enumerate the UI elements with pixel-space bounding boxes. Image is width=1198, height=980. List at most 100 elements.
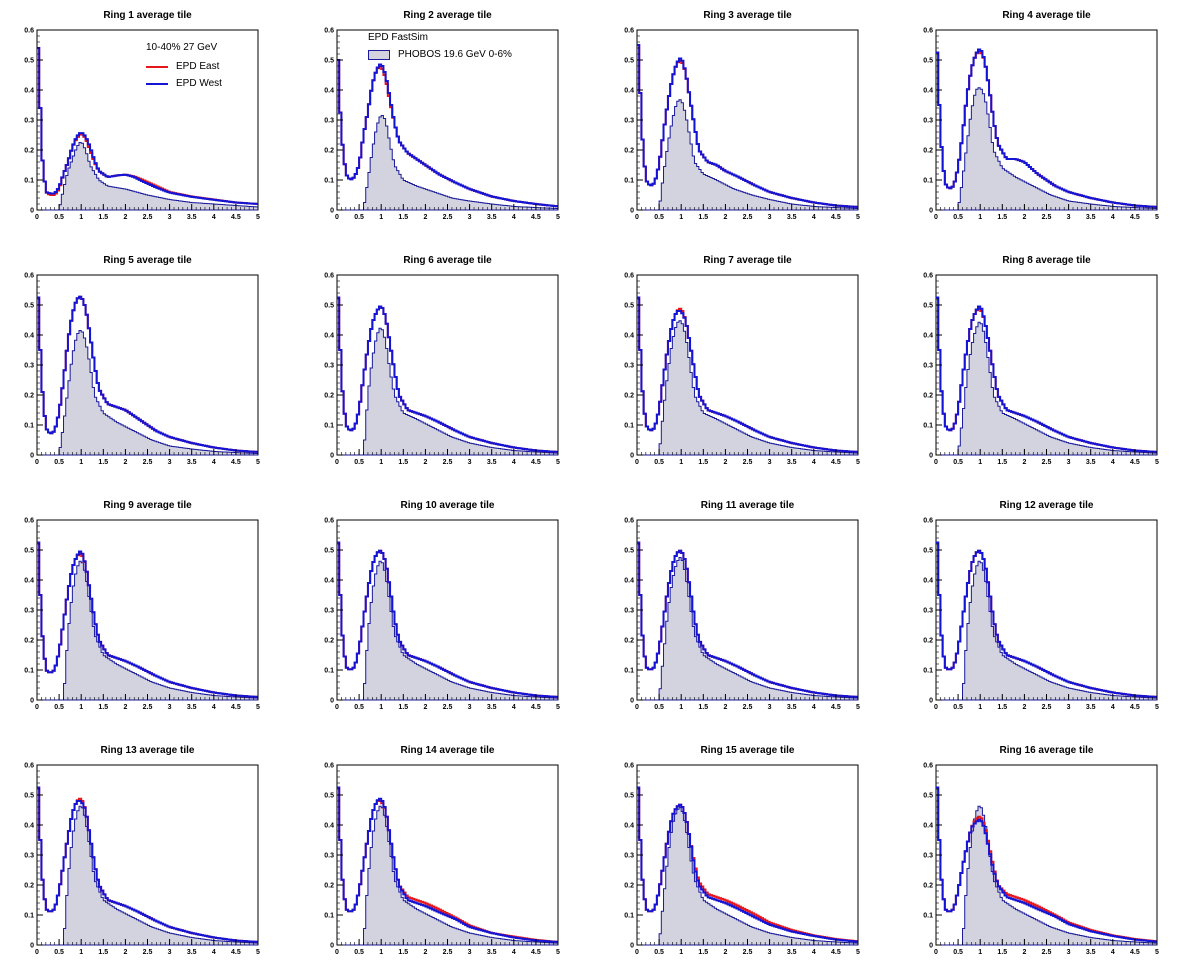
x-tick-label: 2 bbox=[123, 459, 127, 466]
x-tick-label: 3.5 bbox=[1086, 459, 1096, 466]
y-tick-label: 0.2 bbox=[324, 638, 334, 645]
legend-swatch-east bbox=[146, 65, 168, 68]
x-tick-label: 1 bbox=[978, 214, 982, 221]
x-tick-label: 5 bbox=[556, 459, 560, 466]
y-tick-label: 0.6 bbox=[324, 273, 334, 280]
panel-ring-15: Ring 15 average tile 0 0.1 0.2 0.3 0.4 0.5 0.6 0… bbox=[624, 745, 860, 956]
y-tick-label: 0.4 bbox=[24, 88, 34, 95]
panel-title: Ring 4 average tile bbox=[1002, 10, 1091, 21]
x-tick-label: 0 bbox=[934, 704, 938, 711]
x-tick-label: 1.5 bbox=[997, 214, 1007, 221]
y-tick-label: 0.2 bbox=[923, 148, 933, 155]
x-tick-label: 1.5 bbox=[698, 459, 708, 466]
series-phobos bbox=[337, 115, 559, 211]
y-tick-label: 0 bbox=[30, 698, 34, 705]
x-tick-label: 2 bbox=[1022, 704, 1026, 711]
x-tick-label: 1 bbox=[679, 214, 683, 221]
y-tick-label: 0.6 bbox=[923, 763, 933, 770]
x-tick-label: 0 bbox=[35, 949, 39, 956]
legend-right: EPD FastSim PHOBOS 19.6 GeV 0-6% bbox=[368, 32, 568, 60]
x-tick-label: 4.5 bbox=[831, 214, 841, 221]
panel-ring-9: Ring 9 average tile 0 0.1 0.2 0.3 0.4 0.5 0.6 0 0… bbox=[24, 500, 260, 711]
y-tick-label: 0.5 bbox=[923, 303, 933, 310]
x-tick-label: 2 bbox=[123, 704, 127, 711]
x-tick-label: 5 bbox=[556, 949, 560, 956]
x-tick-label: 1.5 bbox=[98, 949, 108, 956]
x-tick-label: 1.5 bbox=[698, 949, 708, 956]
x-tick-label: 5 bbox=[256, 459, 260, 466]
x-tick-label: 1 bbox=[79, 704, 83, 711]
y-tick-label: 0.1 bbox=[923, 668, 933, 675]
x-tick-label: 1.5 bbox=[398, 949, 408, 956]
legend-label-west: EPD West bbox=[176, 78, 222, 89]
x-tick-label: 2.5 bbox=[743, 949, 753, 956]
x-tick-label: 5 bbox=[556, 214, 560, 221]
y-tick-label: 0.4 bbox=[324, 823, 334, 830]
y-tick-label: 0.3 bbox=[24, 363, 34, 370]
x-tick-label: 0.5 bbox=[953, 459, 963, 466]
x-tick-label: 2.5 bbox=[743, 214, 753, 221]
x-tick-label: 1 bbox=[379, 704, 383, 711]
y-tick-label: 0.3 bbox=[324, 853, 334, 860]
series-epd-west bbox=[337, 786, 558, 943]
x-tick-label: 0 bbox=[335, 214, 339, 221]
x-tick-label: 4 bbox=[512, 459, 516, 466]
x-tick-label: 4.5 bbox=[831, 704, 841, 711]
y-tick-label: 0.1 bbox=[624, 668, 634, 675]
panel-ring-10: Ring 10 average tile 0 0.1 0.2 0.3 0.4 0.5 0.6 0… bbox=[324, 500, 560, 711]
y-tick-label: 0.2 bbox=[324, 148, 334, 155]
y-tick-label: 0.3 bbox=[923, 118, 933, 125]
y-tick-label: 0.5 bbox=[24, 793, 34, 800]
x-tick-label: 4 bbox=[1111, 949, 1115, 956]
x-tick-label: 4.5 bbox=[231, 704, 241, 711]
panel-title: Ring 9 average tile bbox=[103, 500, 192, 511]
y-tick-label: 0.2 bbox=[24, 148, 34, 155]
x-tick-label: 2 bbox=[423, 214, 427, 221]
x-tick-label: 0.5 bbox=[654, 949, 664, 956]
panel-title: Ring 8 average tile bbox=[1002, 255, 1091, 266]
panel-ring-3: Ring 3 average tile 0 0.1 0.2 0.3 0.4 0.5 0.6 0 0… bbox=[624, 10, 860, 221]
y-tick-label: 0.3 bbox=[624, 363, 634, 370]
x-tick-label: 0.5 bbox=[354, 704, 364, 711]
y-tick-label: 0.3 bbox=[923, 608, 933, 615]
y-tick-label: 0.6 bbox=[923, 28, 933, 35]
y-tick-label: 0.3 bbox=[24, 608, 34, 615]
x-tick-label: 4.5 bbox=[231, 459, 241, 466]
y-tick-label: 0.6 bbox=[324, 28, 334, 35]
x-tick-label: 0 bbox=[335, 949, 339, 956]
x-tick-label: 5 bbox=[1155, 214, 1159, 221]
x-tick-label: 4 bbox=[512, 214, 516, 221]
series-phobos bbox=[37, 142, 259, 211]
x-tick-label: 0 bbox=[35, 459, 39, 466]
y-tick-label: 0.2 bbox=[624, 638, 634, 645]
y-tick-label: 0.4 bbox=[324, 578, 334, 585]
x-tick-label: 1.5 bbox=[98, 214, 108, 221]
y-tick-label: 0.2 bbox=[24, 883, 34, 890]
x-tick-label: 2 bbox=[123, 214, 127, 221]
x-tick-label: 5 bbox=[856, 459, 860, 466]
series-epd-west bbox=[936, 296, 1157, 453]
x-tick-label: 1.5 bbox=[997, 704, 1007, 711]
y-tick-label: 0.2 bbox=[923, 638, 933, 645]
x-tick-label: 4 bbox=[812, 459, 816, 466]
x-tick-label: 4.5 bbox=[531, 704, 541, 711]
x-tick-label: 4 bbox=[1111, 459, 1115, 466]
series-epd-west bbox=[936, 541, 1157, 698]
x-tick-label: 2 bbox=[423, 949, 427, 956]
panel-ring-5: Ring 5 average tile 0 0.1 0.2 0.3 0.4 0.5 0.6 0 0… bbox=[24, 255, 260, 466]
y-tick-label: 0.3 bbox=[624, 853, 634, 860]
y-tick-label: 0 bbox=[330, 208, 334, 215]
x-tick-label: 0 bbox=[35, 704, 39, 711]
y-tick-label: 0.1 bbox=[324, 913, 334, 920]
y-tick-label: 0.3 bbox=[923, 853, 933, 860]
x-tick-label: 2 bbox=[423, 459, 427, 466]
x-tick-label: 4 bbox=[212, 459, 216, 466]
series-epd-west bbox=[936, 786, 1157, 943]
x-tick-label: 4 bbox=[512, 704, 516, 711]
y-tick-label: 0.6 bbox=[24, 273, 34, 280]
x-tick-label: 5 bbox=[856, 949, 860, 956]
y-tick-label: 0.5 bbox=[24, 303, 34, 310]
x-tick-label: 4.5 bbox=[831, 949, 841, 956]
x-tick-label: 3 bbox=[1067, 949, 1071, 956]
